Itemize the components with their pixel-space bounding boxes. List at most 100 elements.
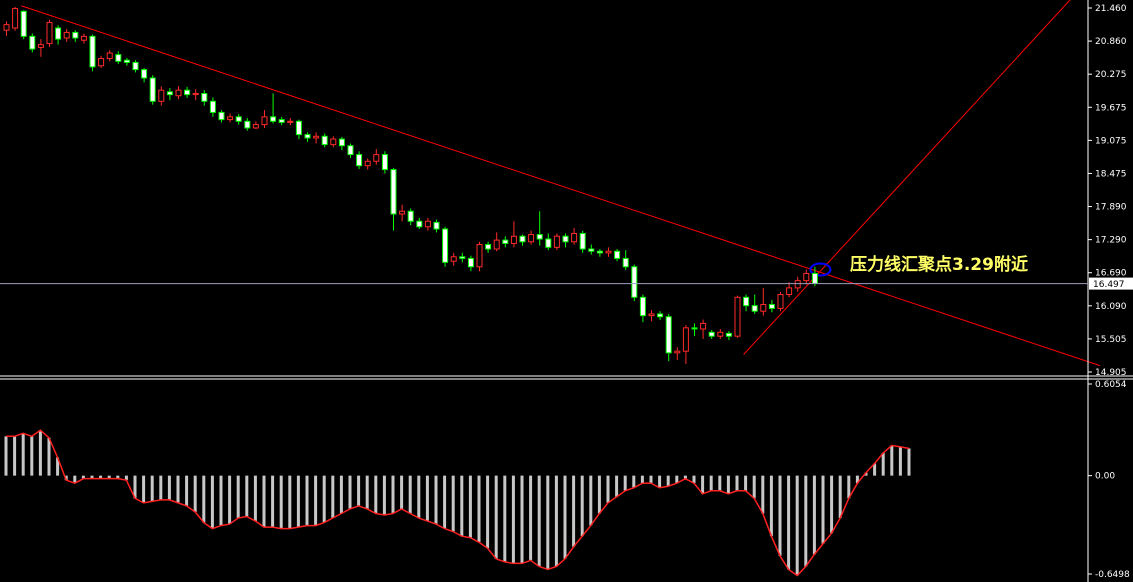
candle <box>674 347 681 361</box>
candle <box>364 158 371 170</box>
candle <box>235 114 242 125</box>
candle <box>390 167 397 231</box>
candle <box>20 10 27 40</box>
candle-body <box>20 10 27 37</box>
candle-body <box>562 235 569 243</box>
candle <box>46 19 53 47</box>
candle-body <box>63 31 70 39</box>
candle-body <box>631 266 638 298</box>
candle-body <box>571 232 578 243</box>
candle <box>725 331 732 341</box>
candle <box>407 208 414 226</box>
candle-body <box>622 257 629 268</box>
candle-body <box>149 77 156 102</box>
candle-body <box>373 154 380 162</box>
candle <box>287 117 294 126</box>
candle-body <box>201 93 208 102</box>
candle-body <box>295 120 302 136</box>
candle <box>717 328 724 339</box>
candle <box>665 313 672 362</box>
candle <box>89 34 96 72</box>
candle <box>768 300 775 313</box>
oscillator-histogram <box>4 429 911 577</box>
candle <box>622 250 629 271</box>
candle-body <box>811 272 818 284</box>
candle <box>330 136 337 148</box>
candle <box>270 93 277 124</box>
candle-body <box>803 272 810 282</box>
price-tick-label: 21.460 <box>1095 4 1127 14</box>
candle <box>467 255 474 272</box>
candle-body <box>158 89 165 102</box>
candle <box>605 247 612 257</box>
candle <box>794 276 801 292</box>
candle <box>381 151 388 174</box>
candle-body <box>777 294 784 309</box>
candle-body <box>184 89 191 96</box>
candle-body <box>115 54 122 62</box>
osc-tick-label: 0.6054 <box>1095 380 1127 390</box>
candle-body <box>519 235 526 243</box>
candle <box>536 211 543 246</box>
candle <box>579 230 586 253</box>
candle <box>72 30 79 42</box>
candle <box>141 67 148 83</box>
candle-body <box>209 100 216 113</box>
candle-body <box>760 304 767 312</box>
candle <box>347 143 354 158</box>
candle <box>760 287 767 316</box>
trendlines <box>21 0 1101 367</box>
candle-body <box>708 331 715 337</box>
candle-body <box>356 154 363 167</box>
candle-body <box>700 322 707 330</box>
candle-body <box>553 235 560 248</box>
candle <box>201 90 208 106</box>
price-tick-label: 20.275 <box>1095 70 1127 80</box>
candle-body <box>347 145 354 156</box>
support-trendline <box>743 0 1071 355</box>
candle-body <box>751 305 758 312</box>
candle <box>261 110 268 128</box>
candle <box>192 89 199 101</box>
candle-body <box>794 280 801 289</box>
candle-body <box>786 287 793 296</box>
candle-body <box>390 169 397 215</box>
candle-body <box>502 239 509 244</box>
candle <box>115 51 122 65</box>
candles <box>3 6 818 364</box>
candle <box>209 97 216 117</box>
candle-body <box>218 111 225 121</box>
osc-tick-label: -0.6498 <box>1095 570 1130 580</box>
candle-body <box>579 232 586 250</box>
candle-body <box>313 135 320 139</box>
candle <box>244 117 251 131</box>
candle-body <box>278 119 285 123</box>
price-tick-label: 17.890 <box>1095 203 1127 213</box>
candle <box>166 87 173 101</box>
candle <box>708 330 715 339</box>
candle-body <box>98 58 105 67</box>
price-tick-label: 14.905 <box>1095 368 1127 378</box>
candle-body <box>596 250 603 254</box>
candle-body <box>252 124 259 129</box>
candle-body <box>588 248 595 252</box>
candle-body <box>55 27 62 40</box>
candle <box>657 311 664 321</box>
candle-body <box>424 220 431 228</box>
candle <box>743 294 750 312</box>
candle-body <box>37 44 44 48</box>
candle-body <box>407 210 414 222</box>
candle <box>184 86 191 98</box>
price-tick-label: 16.090 <box>1095 302 1127 312</box>
candle <box>3 21 10 36</box>
candle-body <box>244 120 251 129</box>
candle-body <box>442 228 449 263</box>
candle-body <box>399 210 406 215</box>
candle <box>562 233 569 248</box>
candle <box>424 217 431 231</box>
candle <box>553 233 560 251</box>
candle <box>373 149 380 165</box>
candle-body <box>192 93 199 96</box>
candle <box>63 29 70 42</box>
